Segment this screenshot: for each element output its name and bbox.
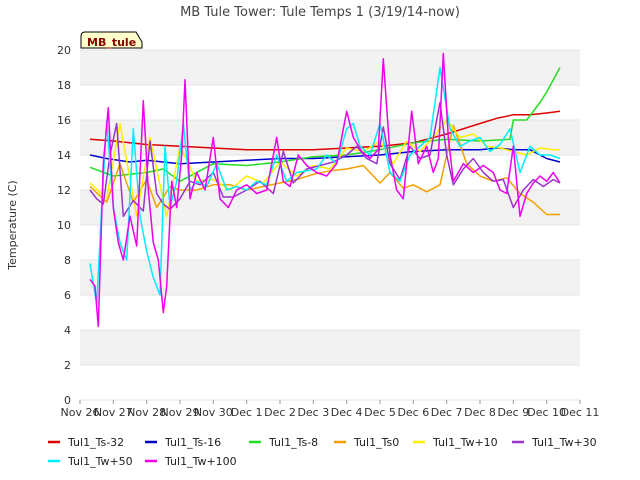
legend: Tul1_Ts-32 Tul1_Ts-16 Tul1_Ts-8 Tul1_Ts0 Tul…	[48, 436, 597, 468]
x-tick-label: Dec 4	[331, 406, 363, 419]
x-tick-label: Dec 8	[464, 406, 496, 419]
x-tick-label: Dec 3	[297, 406, 329, 419]
station-tag-label: MB_tule	[87, 36, 136, 49]
x-tick-label: Dec 2	[264, 406, 296, 419]
x-tick-label: Nov 26	[61, 406, 100, 419]
station-tag: MB_tule	[80, 31, 143, 49]
grid-band	[80, 260, 580, 295]
chart-title: MB Tule Tower: Tule Temps 1 (3/19/14-now…	[180, 5, 460, 20]
y-tick-label: 2	[64, 359, 71, 372]
grid-band	[80, 190, 580, 225]
x-tick-label: Nov 27	[94, 406, 133, 419]
grid-band	[80, 50, 580, 85]
legend-label: Tul1_Tw+30	[531, 436, 597, 449]
x-tick-label: Nov 28	[127, 406, 166, 419]
legend-label: Tul1_Ts-32	[67, 436, 124, 449]
y-tick-label: 10	[57, 219, 71, 232]
x-tick-label: Dec 1	[231, 406, 263, 419]
plot-background	[80, 49, 580, 401]
y-tick-label: 20	[57, 44, 71, 57]
y-tick-label: 4	[64, 324, 71, 337]
legend-label: Tul1_Ts-8	[268, 436, 318, 449]
y-tick-label: 14	[57, 149, 71, 162]
x-tick-label: Nov 30	[194, 406, 233, 419]
y-tick-label: 8	[64, 254, 71, 267]
series-line-tul1-tw-30	[89, 101, 561, 218]
y-axis-label: Temperature (C)	[6, 180, 19, 270]
x-tick-label: Dec 7	[431, 406, 463, 419]
y-tick-label: 18	[57, 79, 71, 92]
series-line-tul1-tw-50	[89, 66, 561, 305]
y-tick-label: 12	[57, 184, 71, 197]
x-tick-label: Dec 11	[561, 406, 600, 419]
series-lines	[89, 52, 561, 328]
y-tick-label: 6	[64, 289, 71, 302]
x-tick-label: Dec 9	[497, 406, 529, 419]
legend-label: Tul1_Ts-16	[164, 436, 221, 449]
series-line-tul1-ts-32	[89, 110, 561, 151]
grid-band	[80, 330, 580, 365]
x-tick-label: Dec 6	[397, 406, 429, 419]
legend-label: Tul1_Ts0	[353, 436, 399, 449]
legend-label: Tul1_Tw+10	[432, 436, 498, 449]
y-tick-label: 16	[57, 114, 71, 127]
y-tick-label: 0	[64, 394, 71, 407]
legend-label: Tul1_Tw+100	[164, 455, 237, 468]
x-tick-label: Dec 5	[364, 406, 396, 419]
legend-label: Tul1_Tw+50	[67, 455, 133, 468]
y-axis: 0 2 4 6 8 10 12 14 16 18 20	[57, 44, 71, 407]
x-tick-label: Nov 29	[161, 406, 200, 419]
x-tick-label: Dec 10	[527, 406, 566, 419]
series-line-tul1-tw-100	[89, 52, 561, 328]
